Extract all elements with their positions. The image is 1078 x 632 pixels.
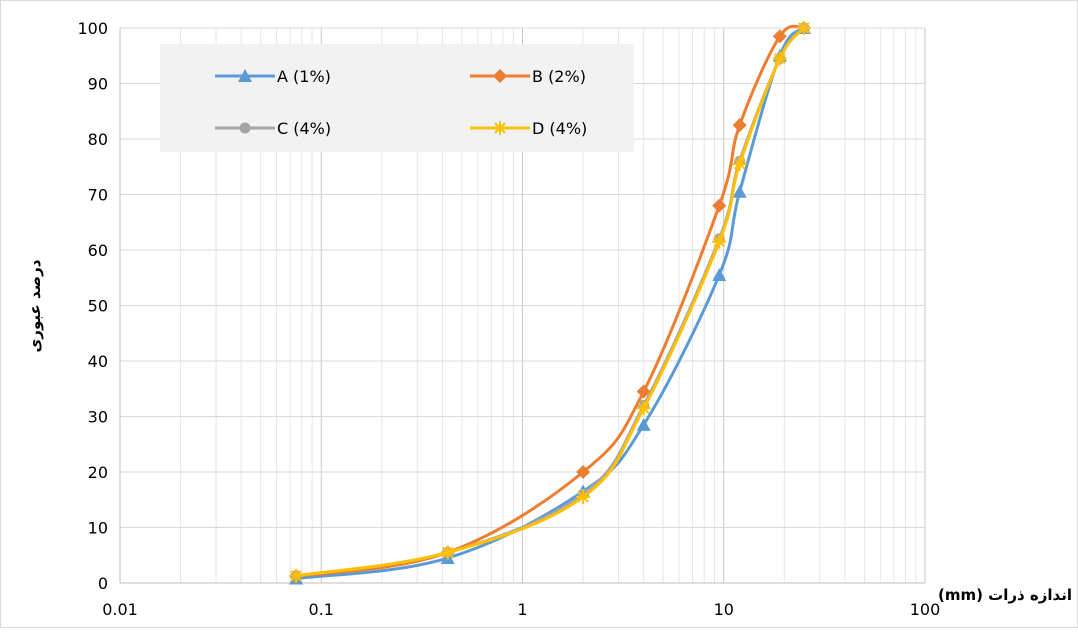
- series-group: [289, 21, 811, 585]
- y-tick-label: 70: [88, 186, 108, 205]
- x-tick-label: 100: [910, 600, 941, 619]
- data-point: [772, 29, 787, 44]
- y-tick-label: 10: [88, 519, 108, 538]
- data-point: [636, 401, 651, 416]
- data-point: [289, 568, 304, 583]
- data-point: [440, 545, 455, 560]
- y-tick-label: 50: [88, 297, 108, 316]
- x-tick-label: 10: [714, 600, 734, 619]
- x-tick-label: 1: [517, 600, 527, 619]
- data-point: [796, 21, 811, 35]
- legend: A (1%) B (2%) C (4%) D (4%): [160, 44, 634, 152]
- legend-item: C (4%): [215, 119, 331, 138]
- legend-label: C (4%): [277, 119, 331, 138]
- y-tick-label: 80: [88, 130, 108, 149]
- y-tick-label: 0: [98, 574, 108, 593]
- legend-label: D (4%): [532, 119, 587, 138]
- data-point: [732, 118, 747, 133]
- data-point: [712, 198, 727, 213]
- y-tick-label: 20: [88, 463, 108, 482]
- y-tick-label: 60: [88, 241, 108, 260]
- legend-label: A (1%): [277, 67, 331, 86]
- data-point: [712, 267, 727, 281]
- data-point: [636, 384, 651, 399]
- y-tick-label: 30: [88, 408, 108, 427]
- data-point: [576, 465, 591, 479]
- legend-item: D (4%): [470, 119, 587, 138]
- x-axis-title: اندازه ذرات (mm): [938, 586, 1072, 604]
- data-point: [772, 51, 787, 66]
- x-tick-label: 0.01: [102, 600, 138, 619]
- legend-box: [160, 44, 634, 152]
- legend-item: B (2%): [470, 67, 586, 86]
- legend-marker: [239, 122, 251, 134]
- data-point: [576, 489, 591, 504]
- data-point: [732, 156, 747, 171]
- series-3: [289, 21, 811, 583]
- legend-item: A (1%): [215, 67, 331, 86]
- legend-label: B (2%): [532, 67, 586, 86]
- y-tick-label: 40: [88, 352, 108, 371]
- legend-marker: [238, 69, 252, 82]
- y-axis-title: درصد عبوری: [26, 259, 44, 352]
- data-point: [636, 417, 651, 431]
- legend-marker: [493, 121, 507, 135]
- data-point: [732, 184, 747, 198]
- data-point: [712, 234, 727, 249]
- x-tick-label: 0.1: [309, 600, 334, 619]
- y-tick-label: 100: [77, 19, 108, 38]
- legend-marker: [493, 69, 507, 83]
- y-tick-label: 90: [88, 75, 108, 94]
